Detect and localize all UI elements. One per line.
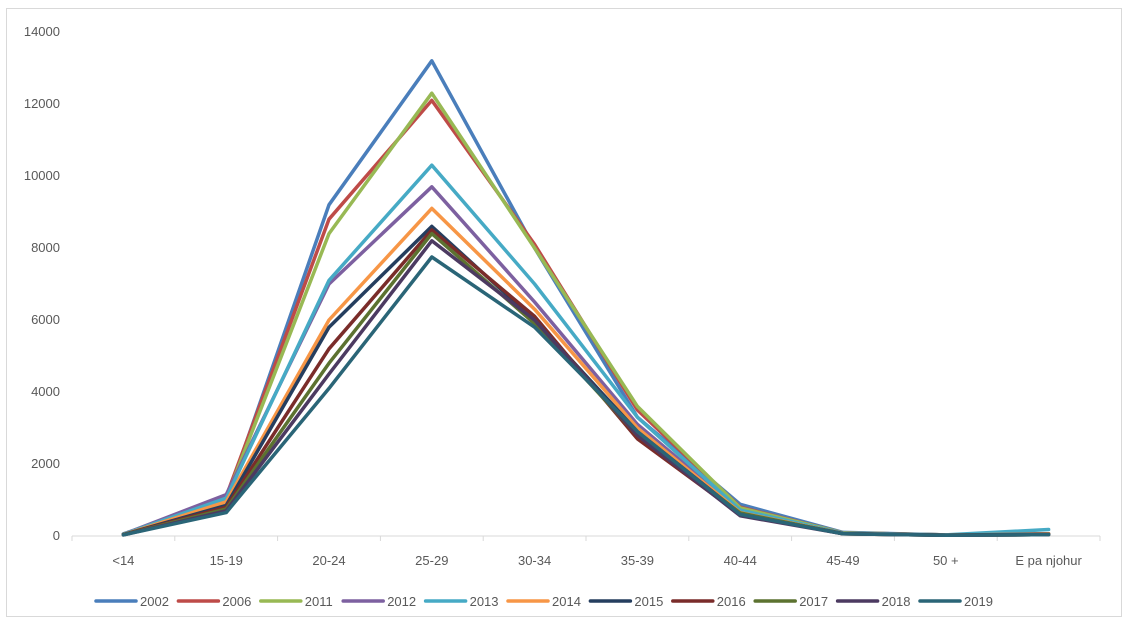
- y-tick-label: 4000: [31, 384, 60, 399]
- y-tick-label: 0: [53, 528, 60, 543]
- legend: 2002 2006 2011 2012 2013 2014 2015 2016 2017 2018…: [94, 594, 993, 609]
- legend-item-2002: 2002: [94, 594, 169, 609]
- series-line-2012: [121, 185, 1051, 537]
- legend-item-2006: 2006: [176, 594, 251, 609]
- series-line-2014: [121, 206, 1051, 537]
- series-line-2013: [121, 163, 1051, 537]
- x-tick-label: 15-19: [210, 553, 243, 568]
- x-tick-label: 50 +: [933, 553, 959, 568]
- y-tick-label: 14000: [24, 24, 60, 39]
- legend-item-2011: 2011: [259, 594, 333, 609]
- legend-item-2017: 2017: [753, 594, 828, 609]
- legend-label: 2018: [882, 594, 911, 609]
- x-tick-label: 25-29: [415, 553, 448, 568]
- legend-label: 2014: [552, 594, 581, 609]
- x-tick-label: 40-44: [724, 553, 757, 568]
- x-tick-label: <14: [112, 553, 134, 568]
- legend-label: 2012: [387, 594, 416, 609]
- series-line-2017: [121, 231, 1051, 538]
- legend-item-2019: 2019: [918, 594, 993, 609]
- legend-label: 2013: [470, 594, 499, 609]
- series-line-2016: [121, 228, 1051, 538]
- x-tick-label: 35-39: [621, 553, 654, 568]
- legend-label: 2015: [634, 594, 663, 609]
- legend-label: 2016: [717, 594, 746, 609]
- x-tick-label: 45-49: [826, 553, 859, 568]
- series-line-2018: [121, 239, 1051, 538]
- legend-label: 2017: [799, 594, 828, 609]
- x-tick-label: E pa njohur: [1015, 553, 1082, 568]
- legend-item-2014: 2014: [506, 594, 581, 609]
- legend-item-2012: 2012: [341, 594, 416, 609]
- legend-label: 2002: [140, 594, 169, 609]
- series-line-2019: [121, 255, 1051, 538]
- legend-item-2016: 2016: [671, 594, 746, 609]
- x-tick-label: 30-34: [518, 553, 551, 568]
- legend-item-2018: 2018: [835, 594, 911, 609]
- legend-label: 2019: [964, 594, 993, 609]
- y-tick-label: 10000: [24, 168, 60, 183]
- legend-label: 2011: [305, 594, 333, 609]
- series-layer: [121, 59, 1051, 538]
- y-tick-label: 6000: [31, 312, 60, 327]
- y-tick-label: 8000: [31, 240, 60, 255]
- y-tick-label: 2000: [31, 456, 60, 471]
- legend-item-2013: 2013: [423, 594, 499, 609]
- legend-label: 2006: [222, 594, 251, 609]
- legend-item-2015: 2015: [588, 594, 663, 609]
- y-axis: 0 2000 4000 6000 8000 10000 12000 14000: [24, 24, 60, 543]
- x-tick-label: 20-24: [312, 553, 345, 568]
- y-tick-label: 12000: [24, 96, 60, 111]
- x-axis: <14 15-19 20-24 25-29 30-34 35-39 40-44 45-49 50…: [71, 535, 1101, 568]
